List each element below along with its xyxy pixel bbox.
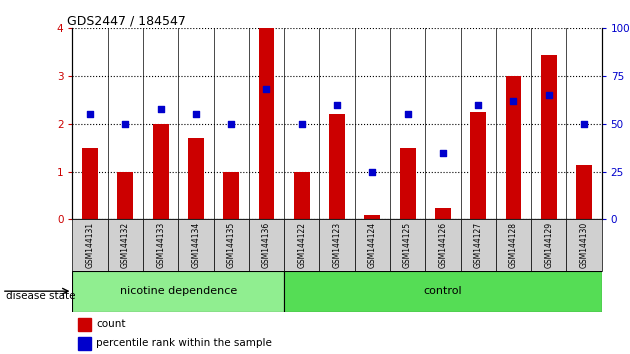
Point [332, 102, 342, 108]
Bar [117, 172, 134, 219]
Point [367, 169, 377, 175]
Text: GSM144130: GSM144130 [580, 222, 588, 268]
FancyBboxPatch shape [425, 219, 461, 271]
Text: count: count [96, 319, 126, 329]
Point [85, 112, 95, 117]
Text: GSM144123: GSM144123 [333, 222, 341, 268]
FancyBboxPatch shape [178, 219, 214, 271]
Bar [258, 28, 275, 219]
FancyBboxPatch shape [390, 219, 425, 271]
Bar [435, 207, 451, 219]
Text: GSM144127: GSM144127 [474, 222, 483, 268]
Bar [223, 172, 239, 219]
Bar [399, 148, 416, 219]
Text: GSM144133: GSM144133 [156, 222, 165, 268]
Text: GSM144122: GSM144122 [297, 222, 306, 268]
Bar [541, 55, 557, 219]
Text: GSM144132: GSM144132 [121, 222, 130, 268]
Bar [82, 148, 98, 219]
FancyBboxPatch shape [461, 219, 496, 271]
Text: GSM144135: GSM144135 [227, 222, 236, 268]
Bar [152, 124, 169, 219]
FancyBboxPatch shape [531, 219, 566, 271]
Text: GSM144125: GSM144125 [403, 222, 412, 268]
Point [156, 106, 166, 112]
Text: GSM144128: GSM144128 [509, 222, 518, 268]
Bar [470, 112, 486, 219]
FancyBboxPatch shape [355, 219, 390, 271]
FancyBboxPatch shape [108, 219, 143, 271]
Point [297, 121, 307, 127]
FancyBboxPatch shape [566, 219, 602, 271]
FancyBboxPatch shape [496, 219, 531, 271]
Text: GDS2447 / 184547: GDS2447 / 184547 [67, 14, 186, 27]
Point [473, 102, 483, 108]
Bar [294, 172, 310, 219]
Bar [505, 76, 522, 219]
Text: percentile rank within the sample: percentile rank within the sample [96, 338, 272, 348]
Text: GSM144136: GSM144136 [262, 222, 271, 268]
Point [191, 112, 201, 117]
FancyBboxPatch shape [72, 271, 284, 312]
Text: GSM144131: GSM144131 [86, 222, 94, 268]
Bar [77, 337, 91, 350]
Point [544, 92, 554, 98]
Point [226, 121, 236, 127]
FancyBboxPatch shape [249, 219, 284, 271]
Text: disease state: disease state [6, 291, 76, 301]
Bar [188, 138, 204, 219]
Point [508, 98, 518, 104]
Point [120, 121, 130, 127]
Text: control: control [423, 286, 462, 296]
Text: GSM144126: GSM144126 [438, 222, 447, 268]
Bar [576, 165, 592, 219]
Bar [364, 215, 381, 219]
FancyBboxPatch shape [214, 219, 249, 271]
FancyBboxPatch shape [319, 219, 355, 271]
FancyBboxPatch shape [143, 219, 178, 271]
Bar [329, 114, 345, 219]
FancyBboxPatch shape [284, 219, 319, 271]
FancyBboxPatch shape [284, 271, 602, 312]
Text: GSM144124: GSM144124 [368, 222, 377, 268]
Point [403, 112, 413, 117]
Point [261, 87, 272, 92]
Point [579, 121, 589, 127]
Text: GSM144134: GSM144134 [192, 222, 200, 268]
Text: GSM144129: GSM144129 [544, 222, 553, 268]
Text: nicotine dependence: nicotine dependence [120, 286, 237, 296]
Bar [77, 318, 91, 331]
FancyBboxPatch shape [72, 219, 108, 271]
Point [438, 150, 448, 155]
